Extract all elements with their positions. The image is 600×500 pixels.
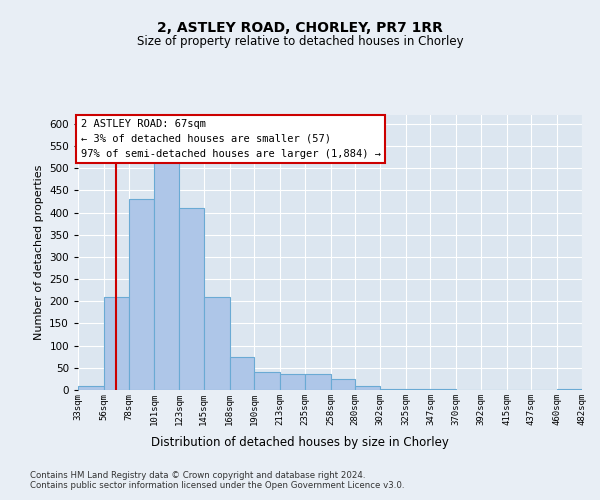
Bar <box>280 374 305 390</box>
Bar <box>430 389 456 390</box>
Bar <box>154 155 179 390</box>
Bar <box>557 389 582 390</box>
Text: Contains HM Land Registry data © Crown copyright and database right 2024.: Contains HM Land Registry data © Crown c… <box>30 472 365 480</box>
Bar <box>331 379 355 390</box>
Text: 2, ASTLEY ROAD, CHORLEY, PR7 1RR: 2, ASTLEY ROAD, CHORLEY, PR7 1RR <box>157 20 443 34</box>
Text: Size of property relative to detached houses in Chorley: Size of property relative to detached ho… <box>137 34 463 48</box>
Y-axis label: Number of detached properties: Number of detached properties <box>34 165 44 340</box>
Bar <box>380 389 406 390</box>
Text: Distribution of detached houses by size in Chorley: Distribution of detached houses by size … <box>151 436 449 449</box>
Text: Contains public sector information licensed under the Open Government Licence v3: Contains public sector information licen… <box>30 482 404 490</box>
Bar <box>254 372 280 390</box>
Bar <box>179 208 204 390</box>
Bar <box>305 374 331 390</box>
Bar <box>204 297 230 390</box>
Bar <box>128 200 154 390</box>
Bar <box>78 386 104 390</box>
Bar <box>104 297 128 390</box>
Bar <box>355 386 380 390</box>
Bar <box>406 389 430 390</box>
Bar <box>230 356 254 390</box>
Text: 2 ASTLEY ROAD: 67sqm
← 3% of detached houses are smaller (57)
97% of semi-detach: 2 ASTLEY ROAD: 67sqm ← 3% of detached ho… <box>80 119 380 158</box>
